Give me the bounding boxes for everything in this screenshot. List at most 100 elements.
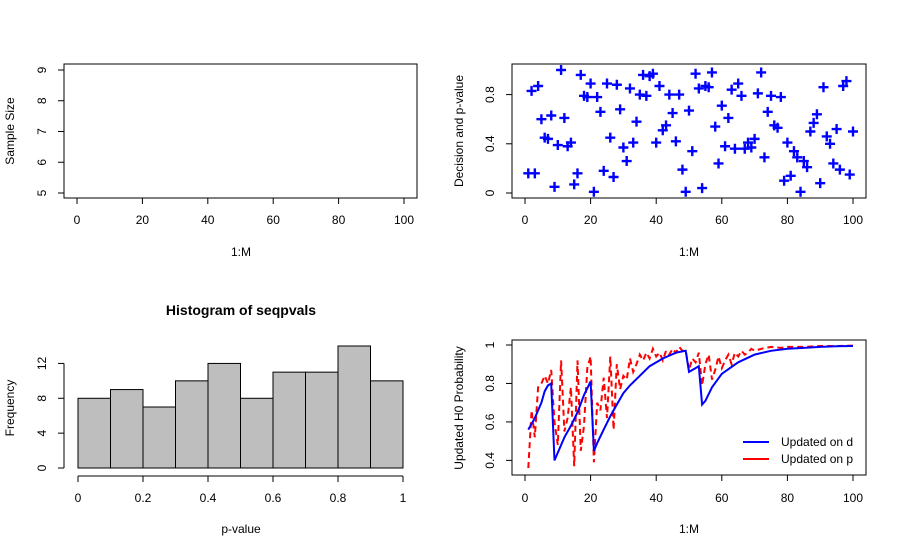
series-line bbox=[527, 344, 854, 469]
y-axis: 0 4 8 12 bbox=[35, 356, 65, 471]
scatter-point bbox=[598, 165, 609, 176]
x-tick-label: 60 bbox=[715, 491, 729, 505]
scatter-point bbox=[549, 181, 560, 192]
y-tick-label: 0 bbox=[35, 464, 49, 471]
y-tick-label: 8 bbox=[35, 97, 49, 104]
scatter-point bbox=[628, 137, 639, 148]
scatter-point bbox=[841, 76, 852, 87]
scatter-point bbox=[775, 92, 786, 103]
scatter-point bbox=[670, 136, 681, 147]
scatter-point bbox=[815, 178, 826, 189]
scatter-point bbox=[716, 100, 727, 111]
scatter-point bbox=[687, 146, 698, 157]
histogram-bars bbox=[77, 345, 404, 469]
scatter-point bbox=[818, 82, 829, 93]
y-tick-label: 0.6 bbox=[483, 413, 497, 430]
scatter-point bbox=[638, 69, 649, 80]
scatter-point bbox=[756, 67, 767, 78]
scatter-point bbox=[798, 156, 809, 167]
scatter-point bbox=[565, 137, 576, 148]
y-tick-label: 1 bbox=[483, 341, 497, 348]
x-tick-label: 80 bbox=[781, 491, 795, 505]
y-tick-label: 0 bbox=[483, 189, 497, 196]
scatter-point bbox=[608, 172, 619, 183]
scatter-point bbox=[759, 152, 770, 163]
scatter-point bbox=[729, 143, 740, 154]
x-tick-label: 0 bbox=[522, 491, 529, 505]
scatter-point bbox=[641, 90, 652, 101]
scatter-point bbox=[615, 104, 626, 115]
x-tick-label: 60 bbox=[715, 213, 729, 227]
scatter-point bbox=[752, 88, 763, 99]
scatter-point bbox=[536, 114, 547, 125]
scatter-point bbox=[546, 110, 557, 121]
y-tick-label: 0.8 bbox=[483, 86, 497, 103]
x-tick-label: 20 bbox=[584, 213, 598, 227]
x-tick-label: 60 bbox=[267, 213, 281, 227]
y-tick-label: 5 bbox=[35, 189, 49, 196]
x-tick-label: 0.2 bbox=[135, 491, 152, 505]
y-axis: 5 6 7 8 9 bbox=[35, 66, 65, 196]
scatter-point bbox=[651, 137, 662, 148]
x-axis: 0 20 40 60 80 100 bbox=[522, 197, 863, 227]
x-tick-label: 0.4 bbox=[200, 491, 217, 505]
scatter-point bbox=[802, 162, 813, 173]
scatter-point bbox=[690, 68, 701, 79]
y-tick-label: 0.8 bbox=[483, 375, 497, 392]
x-tick-label: 1 bbox=[400, 491, 407, 505]
scatter-point bbox=[808, 117, 819, 128]
scatter-point bbox=[526, 85, 537, 96]
scatter-point bbox=[782, 137, 793, 148]
y-tick-label: 7 bbox=[35, 128, 49, 135]
x-tick-label: 0.8 bbox=[330, 491, 347, 505]
scatter-point bbox=[821, 131, 832, 142]
scatter-point bbox=[559, 112, 570, 123]
x-tick-label: 40 bbox=[650, 213, 664, 227]
scatter-point bbox=[706, 67, 717, 78]
histogram-bar bbox=[142, 406, 176, 469]
scatter-point bbox=[825, 138, 836, 149]
scatter-point bbox=[611, 79, 622, 90]
scatter-point bbox=[624, 83, 635, 94]
y-tick-label: 12 bbox=[35, 356, 49, 370]
y-axis: 0 0.4 0.8 bbox=[483, 86, 513, 196]
scatter-point bbox=[720, 141, 731, 152]
scatter-point bbox=[749, 133, 760, 144]
scatter-point bbox=[710, 121, 721, 132]
x-tick-label: 20 bbox=[584, 491, 598, 505]
histogram-bar bbox=[337, 345, 371, 469]
scatter-point bbox=[697, 183, 708, 194]
scatter-point bbox=[762, 106, 773, 117]
scatter-point bbox=[726, 84, 737, 95]
plot-frame bbox=[63, 63, 418, 199]
scatter-point bbox=[661, 120, 672, 131]
x-axis-label: p-value bbox=[221, 522, 261, 536]
y-axis-label: Updated H0 Probability bbox=[452, 346, 466, 469]
y-axis-label: Frequency bbox=[3, 380, 17, 437]
y-axis-label: Decision and p-value bbox=[452, 75, 466, 187]
y-tick-label: 9 bbox=[35, 66, 49, 73]
histogram-bar bbox=[175, 380, 209, 469]
scatter-point bbox=[667, 108, 678, 119]
scatter-point bbox=[654, 80, 665, 91]
histogram-bar bbox=[207, 362, 241, 469]
scatter-point bbox=[788, 146, 799, 157]
x-tick-label: 80 bbox=[332, 213, 346, 227]
x-axis-label: 1:M bbox=[679, 245, 699, 259]
x-tick-label: 0 bbox=[74, 213, 81, 227]
scatter-point bbox=[684, 105, 694, 116]
x-axis: 0 20 40 60 80 100 bbox=[74, 197, 414, 227]
y-axis-label: Sample Size bbox=[3, 97, 17, 165]
scatter-point bbox=[828, 158, 839, 169]
panel-h0-probability: 0 20 40 60 80 100 0.40.60.81 Updated on dUpda… bbox=[452, 339, 867, 536]
scatter-point bbox=[848, 126, 858, 137]
histogram-bar bbox=[77, 397, 111, 469]
histogram-bar bbox=[370, 380, 404, 469]
scatter-point bbox=[703, 82, 714, 93]
scatter-point bbox=[772, 122, 783, 133]
x-axis-label: 1:M bbox=[679, 522, 699, 536]
scatter-point bbox=[588, 186, 599, 197]
series-lines bbox=[527, 344, 854, 469]
histogram-bar bbox=[110, 389, 144, 469]
